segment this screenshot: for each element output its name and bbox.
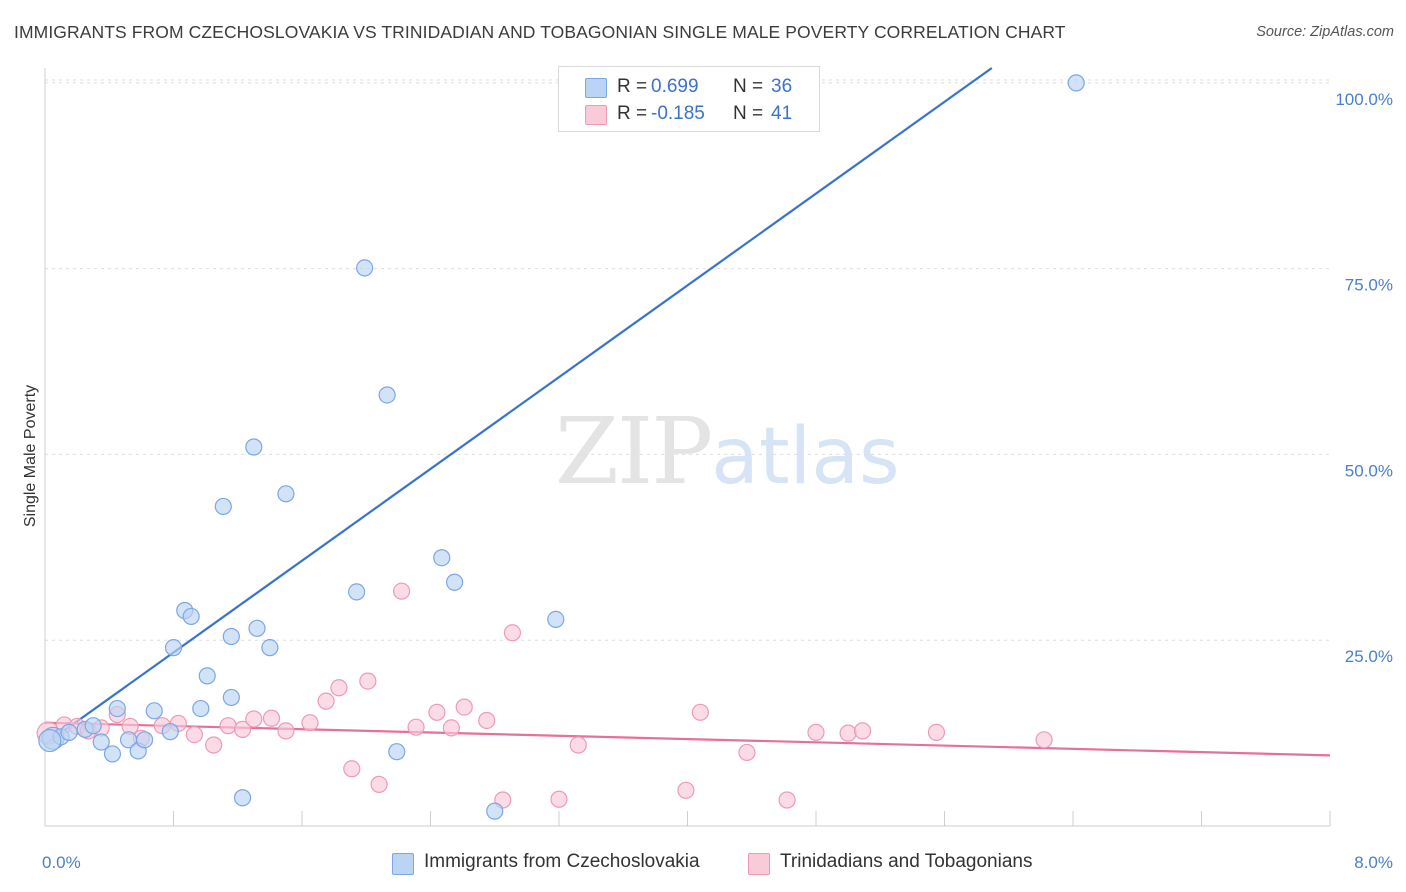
point-trinidadian <box>277 722 295 740</box>
y-tick-label: 25.0% <box>1345 647 1393 666</box>
y-tick-label: 100.0% <box>1335 90 1393 109</box>
point-trinidadian <box>359 672 377 690</box>
legend-n-label: N = <box>733 103 764 124</box>
trend-line-trinidadian <box>44 721 1331 757</box>
point-czechoslovakia <box>192 699 210 718</box>
source-credit: Source: ZipAtlas.com <box>1256 24 1394 40</box>
point-trinidadian <box>455 698 473 716</box>
watermark: ZIPatlas <box>555 398 900 505</box>
point-trinidadian <box>392 582 411 600</box>
point-czechoslovakia <box>38 728 62 753</box>
point-czechoslovakia <box>261 639 279 657</box>
legend-swatch-series2 <box>585 105 607 125</box>
point-czechoslovakia <box>145 702 163 720</box>
point-czechoslovakia <box>182 607 200 626</box>
legend-r-label: R = <box>617 76 648 97</box>
point-trinidadian <box>569 736 587 754</box>
point-trinidadian <box>219 717 237 735</box>
legend-swatch-series1 <box>585 78 607 98</box>
point-czechoslovakia <box>198 667 216 685</box>
point-czechoslovakia <box>161 723 179 741</box>
point-trinidadian <box>343 760 361 778</box>
bottom-legend-label-series2: Trinidadians and Tobagonians <box>780 851 1033 872</box>
point-trinidadian <box>233 720 252 738</box>
point-trinidadian <box>245 710 263 728</box>
point-trinidadian <box>262 709 281 727</box>
point-trinidadian <box>428 703 446 721</box>
point-czechoslovakia <box>103 745 122 763</box>
point-czechoslovakia <box>248 619 266 637</box>
point-czechoslovakia <box>245 438 263 456</box>
point-trinidadian <box>301 714 319 732</box>
point-czechoslovakia <box>356 259 374 277</box>
point-trinidadian <box>317 692 335 710</box>
point-trinidadian <box>407 718 425 736</box>
legend-r-value: -0.185 <box>651 103 705 124</box>
legend-n-label: N = <box>733 76 764 97</box>
point-trinidadian <box>778 791 796 809</box>
legend-n-value: 36 <box>771 76 793 97</box>
point-czechoslovakia <box>1067 74 1085 92</box>
data-points <box>36 74 1085 820</box>
grid-lines <box>45 79 1330 641</box>
point-czechoslovakia <box>378 386 396 404</box>
point-trinidadian <box>839 724 857 742</box>
point-trinidadian <box>478 711 496 730</box>
point-czechoslovakia <box>135 731 154 749</box>
trend-lines <box>44 67 1331 757</box>
point-trinidadian <box>442 719 460 737</box>
point-trinidadian <box>738 743 756 762</box>
point-czechoslovakia <box>547 610 565 629</box>
point-trinidadian <box>1035 731 1053 749</box>
watermark-atlas: atlas <box>711 412 900 502</box>
point-czechoslovakia <box>445 573 464 591</box>
point-czechoslovakia <box>486 802 504 820</box>
trend-line-czechoslovakia <box>44 67 993 746</box>
point-czechoslovakia <box>388 743 406 761</box>
point-trinidadian <box>853 722 872 740</box>
legend-n-value: 41 <box>771 103 793 124</box>
point-czechoslovakia <box>222 688 240 707</box>
point-trinidadian <box>330 679 348 697</box>
watermark-zip: ZIP <box>555 398 713 505</box>
point-czechoslovakia <box>60 723 78 741</box>
chart-title: IMMIGRANTS FROM CZECHOSLOVAKIA VS TRINID… <box>14 22 1066 42</box>
correlation-legend: R = 0.699 N = 36 R = -0.185 N = 41 <box>558 66 820 132</box>
point-czechoslovakia <box>164 639 183 657</box>
axis-labels: 25.0% 50.0% 75.0% 100.0% 0.0% 8.0% Single Male… <box>22 90 1393 872</box>
axes <box>44 68 1331 827</box>
point-czechoslovakia <box>84 717 102 735</box>
point-trinidadian <box>807 723 825 741</box>
bottom-legend-swatch-series1 <box>392 853 414 875</box>
point-czechoslovakia <box>277 485 295 503</box>
point-czechoslovakia <box>433 549 451 567</box>
point-czechoslovakia <box>214 497 232 516</box>
y-tick-label: 75.0% <box>1345 276 1393 295</box>
y-axis-label: Single Male Poverty <box>22 385 39 527</box>
point-czechoslovakia <box>233 789 252 807</box>
bottom-legend-swatch-series2 <box>748 853 770 875</box>
point-trinidadian <box>927 723 946 741</box>
point-trinidadian <box>550 790 568 808</box>
point-czechoslovakia <box>348 583 366 601</box>
y-tick-label: 50.0% <box>1345 461 1393 480</box>
point-czechoslovakia <box>92 733 110 751</box>
x-tick-label-right: 8.0% <box>1354 853 1393 872</box>
x-tick-label-left: 0.0% <box>42 853 81 872</box>
point-czechoslovakia <box>222 627 240 646</box>
bottom-legend-label-series1: Immigrants from Czechoslovakia <box>424 851 700 872</box>
legend-r-value: 0.699 <box>651 76 699 97</box>
point-trinidadian <box>185 725 203 744</box>
point-trinidadian <box>205 736 223 754</box>
legend-r-label: R = <box>617 103 648 124</box>
point-trinidadian <box>677 781 695 799</box>
point-trinidadian <box>691 703 709 721</box>
point-trinidadian <box>370 775 388 793</box>
point-czechoslovakia <box>108 699 126 718</box>
point-trinidadian <box>503 624 522 642</box>
